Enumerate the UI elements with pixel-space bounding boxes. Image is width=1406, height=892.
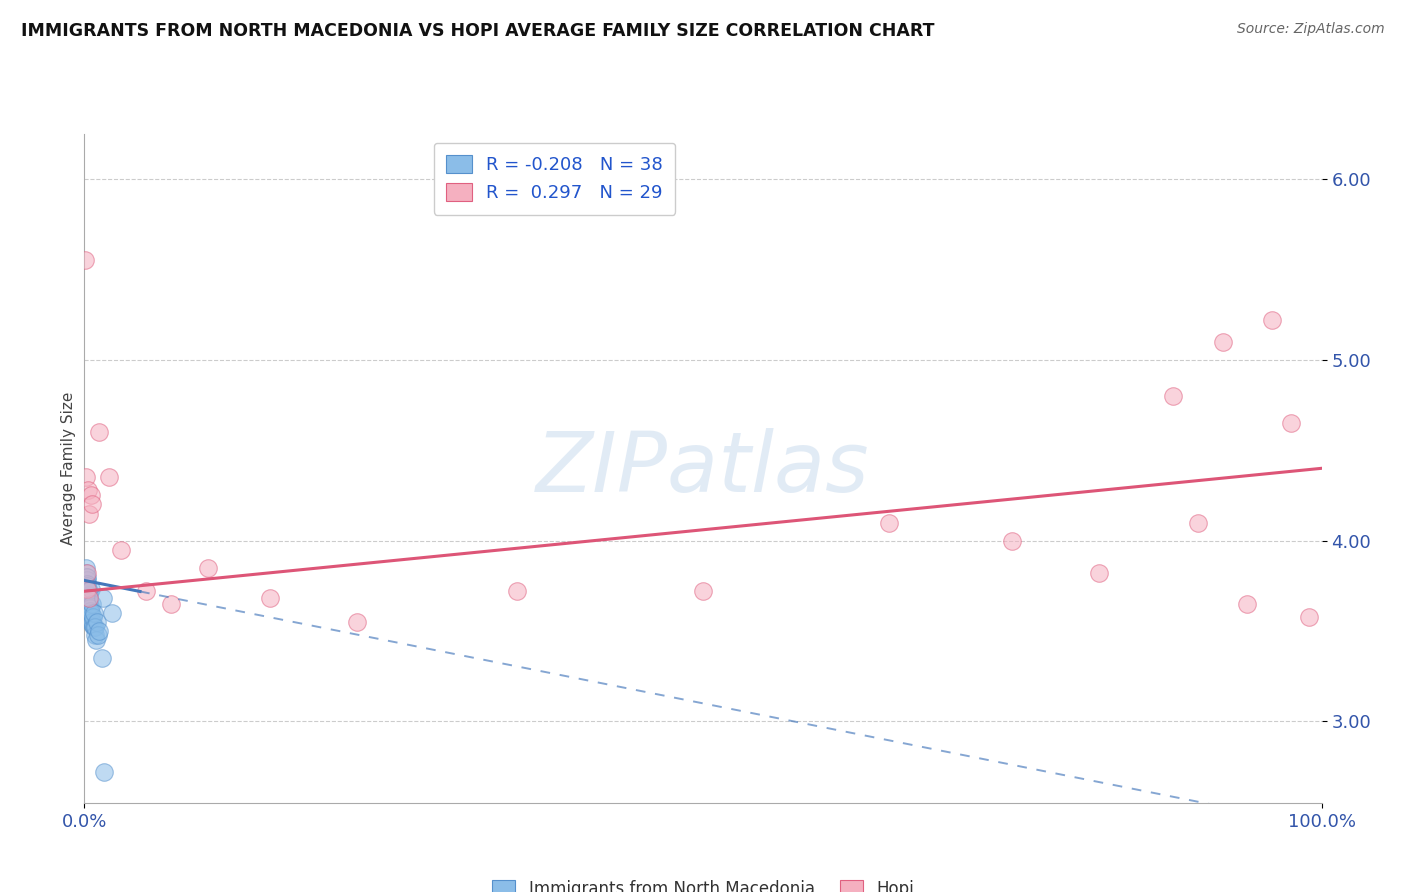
- Point: [76, 579, 98, 593]
- Point: [83, 606, 105, 620]
- Y-axis label: Average Family Size: Average Family Size: [60, 392, 76, 545]
- Point: [76, 582, 98, 597]
- Point: [80, 606, 103, 620]
- Point: [75, 470, 97, 484]
- Point: [79, 582, 101, 597]
- Point: [80, 597, 103, 611]
- Point: [79, 507, 101, 521]
- Point: [692, 584, 714, 599]
- Point: [79, 600, 101, 615]
- Point: [1279, 416, 1302, 430]
- Point: [259, 591, 281, 606]
- Point: [82, 609, 104, 624]
- Point: [110, 542, 132, 557]
- Point: [1212, 334, 1234, 349]
- Point: [77, 483, 100, 497]
- Point: [80, 609, 103, 624]
- Point: [76, 566, 98, 581]
- Point: [87, 627, 110, 641]
- Point: [79, 604, 101, 618]
- Point: [84, 620, 107, 634]
- Point: [98, 470, 121, 484]
- Point: [76, 584, 98, 599]
- Point: [77, 588, 100, 602]
- Point: [76, 577, 98, 591]
- Point: [1187, 516, 1209, 530]
- Text: ZIPatlas: ZIPatlas: [536, 428, 870, 508]
- Point: [82, 615, 104, 629]
- Legend: Immigrants from North Macedonia, Hopi: Immigrants from North Macedonia, Hopi: [484, 871, 922, 892]
- Point: [73, 582, 96, 597]
- Point: [76, 570, 98, 584]
- Point: [160, 597, 183, 611]
- Point: [75, 570, 97, 584]
- Point: [93, 765, 115, 780]
- Point: [83, 620, 105, 634]
- Point: [75, 597, 97, 611]
- Point: [75, 566, 97, 581]
- Point: [73, 253, 96, 268]
- Point: [90, 651, 112, 665]
- Text: Source: ZipAtlas.com: Source: ZipAtlas.com: [1237, 22, 1385, 37]
- Point: [1261, 313, 1284, 327]
- Point: [877, 516, 900, 530]
- Point: [77, 595, 100, 609]
- Point: [135, 584, 157, 599]
- Point: [76, 574, 98, 588]
- Point: [91, 591, 114, 606]
- Point: [82, 618, 104, 632]
- Point: [89, 624, 111, 638]
- Point: [197, 560, 219, 574]
- Point: [1001, 533, 1024, 548]
- Point: [1298, 609, 1320, 624]
- Point: [77, 590, 100, 604]
- Text: IMMIGRANTS FROM NORTH MACEDONIA VS HOPI AVERAGE FAMILY SIZE CORRELATION CHART: IMMIGRANTS FROM NORTH MACEDONIA VS HOPI …: [21, 22, 935, 40]
- Point: [89, 425, 111, 439]
- Point: [83, 627, 105, 641]
- Point: [84, 633, 107, 648]
- Point: [100, 606, 122, 620]
- Point: [77, 591, 100, 606]
- Point: [80, 498, 103, 512]
- Point: [86, 615, 108, 629]
- Point: [77, 591, 100, 606]
- Point: [346, 615, 368, 629]
- Point: [1088, 566, 1111, 581]
- Point: [1161, 389, 1184, 403]
- Point: [75, 560, 97, 574]
- Point: [80, 616, 103, 631]
- Point: [79, 488, 101, 502]
- Point: [79, 584, 101, 599]
- Point: [79, 599, 101, 613]
- Point: [506, 584, 529, 599]
- Point: [1236, 597, 1258, 611]
